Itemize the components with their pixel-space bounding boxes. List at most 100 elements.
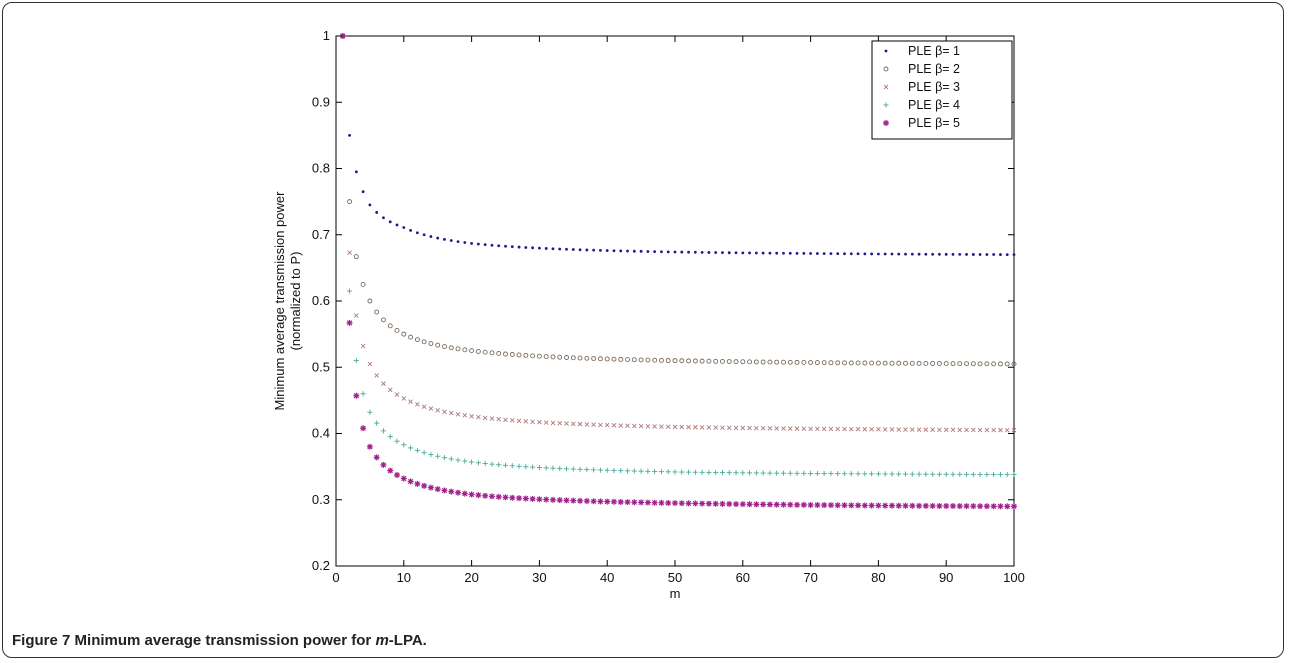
data-point xyxy=(706,469,712,476)
data-point xyxy=(943,361,949,367)
data-point xyxy=(835,360,841,366)
data-point xyxy=(855,360,861,366)
data-point xyxy=(551,247,555,251)
data-point xyxy=(957,361,963,367)
data-point xyxy=(733,501,740,508)
data-point xyxy=(875,502,882,509)
data-point xyxy=(427,484,434,491)
data-point xyxy=(645,357,651,363)
data-point xyxy=(360,425,367,432)
data-point xyxy=(726,425,732,431)
data-point xyxy=(734,251,738,255)
data-point xyxy=(828,360,834,366)
data-point xyxy=(442,344,447,349)
data-point xyxy=(610,498,617,505)
data-point xyxy=(463,241,467,244)
data-point xyxy=(835,471,841,477)
data-point xyxy=(956,503,963,510)
data-point xyxy=(916,427,922,432)
data-point xyxy=(753,470,759,476)
data-point xyxy=(801,359,807,365)
data-point xyxy=(522,495,529,502)
data-point xyxy=(903,360,908,366)
data-point xyxy=(591,356,597,361)
data-point xyxy=(645,468,651,474)
legend-label: PLE β= 3 xyxy=(908,80,960,94)
data-point xyxy=(950,427,956,433)
data-point xyxy=(530,419,535,425)
data-point xyxy=(882,471,888,477)
data-point xyxy=(448,456,454,462)
data-point xyxy=(855,471,861,477)
data-point xyxy=(366,443,373,450)
data-point xyxy=(638,357,644,363)
data-point xyxy=(570,497,577,504)
data-point xyxy=(808,426,813,432)
data-point xyxy=(530,464,536,470)
data-point xyxy=(781,359,786,365)
data-point xyxy=(733,425,739,431)
data-point xyxy=(767,426,773,431)
data-point xyxy=(849,252,853,256)
data-point xyxy=(517,245,521,249)
data-point xyxy=(605,249,609,252)
x-tick-label: 0 xyxy=(332,570,339,585)
data-point xyxy=(565,247,568,251)
data-point xyxy=(760,501,767,508)
data-point xyxy=(537,419,542,425)
data-point xyxy=(604,498,611,505)
data-point xyxy=(509,418,515,423)
data-point xyxy=(692,500,699,507)
data-point xyxy=(706,425,712,430)
data-point xyxy=(462,458,468,464)
data-point xyxy=(699,358,705,364)
data-point xyxy=(516,352,522,358)
x-axis-title: m xyxy=(670,586,681,601)
data-point xyxy=(604,356,610,362)
data-point xyxy=(415,231,419,235)
data-point xyxy=(584,355,590,361)
legend-label: PLE β= 4 xyxy=(908,98,960,112)
data-point xyxy=(997,503,1004,510)
data-point xyxy=(965,253,968,256)
data-point xyxy=(1004,427,1010,433)
data-point xyxy=(930,471,936,477)
data-point xyxy=(897,252,901,256)
data-point xyxy=(504,244,507,248)
data-point xyxy=(923,471,929,477)
data-point xyxy=(774,359,780,365)
data-point xyxy=(876,427,881,432)
data-point xyxy=(936,471,943,477)
data-point xyxy=(631,357,637,363)
data-point xyxy=(434,486,441,493)
data-point xyxy=(646,250,650,253)
data-point xyxy=(658,499,665,506)
data-point xyxy=(543,496,550,503)
data-point xyxy=(1011,471,1017,478)
data-point xyxy=(719,469,726,476)
data-point xyxy=(394,327,400,333)
data-point xyxy=(787,470,793,476)
data-point xyxy=(970,361,976,367)
data-point xyxy=(496,462,502,468)
data-point xyxy=(807,501,814,508)
data-point xyxy=(877,252,880,256)
data-point xyxy=(516,495,523,502)
y-axis-title-line2: (normalized to P) xyxy=(288,252,303,351)
data-point xyxy=(801,470,807,476)
data-point xyxy=(536,353,542,359)
data-point xyxy=(577,466,583,472)
data-point xyxy=(950,471,956,477)
data-point xyxy=(475,492,482,499)
data-point xyxy=(414,480,421,487)
data-point xyxy=(753,501,760,508)
data-point xyxy=(435,453,441,459)
data-point xyxy=(923,427,929,433)
data-point xyxy=(679,424,685,430)
data-point xyxy=(882,360,888,366)
data-point xyxy=(977,361,983,367)
data-point xyxy=(659,424,664,429)
legend-item: PLE β= 4 xyxy=(883,98,960,112)
data-point xyxy=(983,503,990,510)
